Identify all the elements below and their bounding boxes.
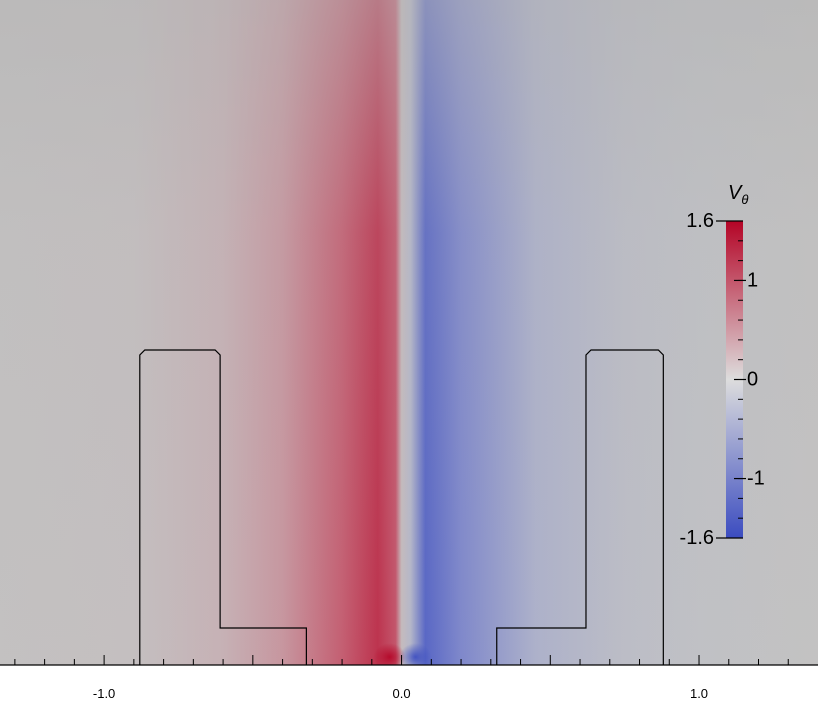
core-hotspot-negative [399, 643, 432, 665]
x-axis: -1.0 0.0 1.0 [0, 655, 818, 701]
colorbar-tick-label: -1.6 [680, 527, 714, 549]
colorbar-tick-label: 0 [747, 369, 758, 391]
colorbar-tick-label: 1.6 [686, 210, 714, 232]
field-area [0, 0, 818, 665]
x-tick-label: 1.0 [690, 686, 708, 701]
colorbar-tick-label: -1 [747, 468, 765, 490]
colorbar-title: Vθ [728, 182, 748, 207]
colorbar: Vθ 1.6 1 0 -1 -1.6 [680, 182, 765, 549]
x-tick-label: -1.0 [93, 686, 115, 701]
x-tick-label: 0.0 [393, 686, 411, 701]
core-hotspot-positive [373, 643, 406, 665]
field-top-fade [0, 0, 818, 665]
colorbar-tick-label: 1 [747, 269, 758, 291]
left-blade-outline [139, 349, 307, 665]
right-blade-outline [496, 349, 664, 665]
